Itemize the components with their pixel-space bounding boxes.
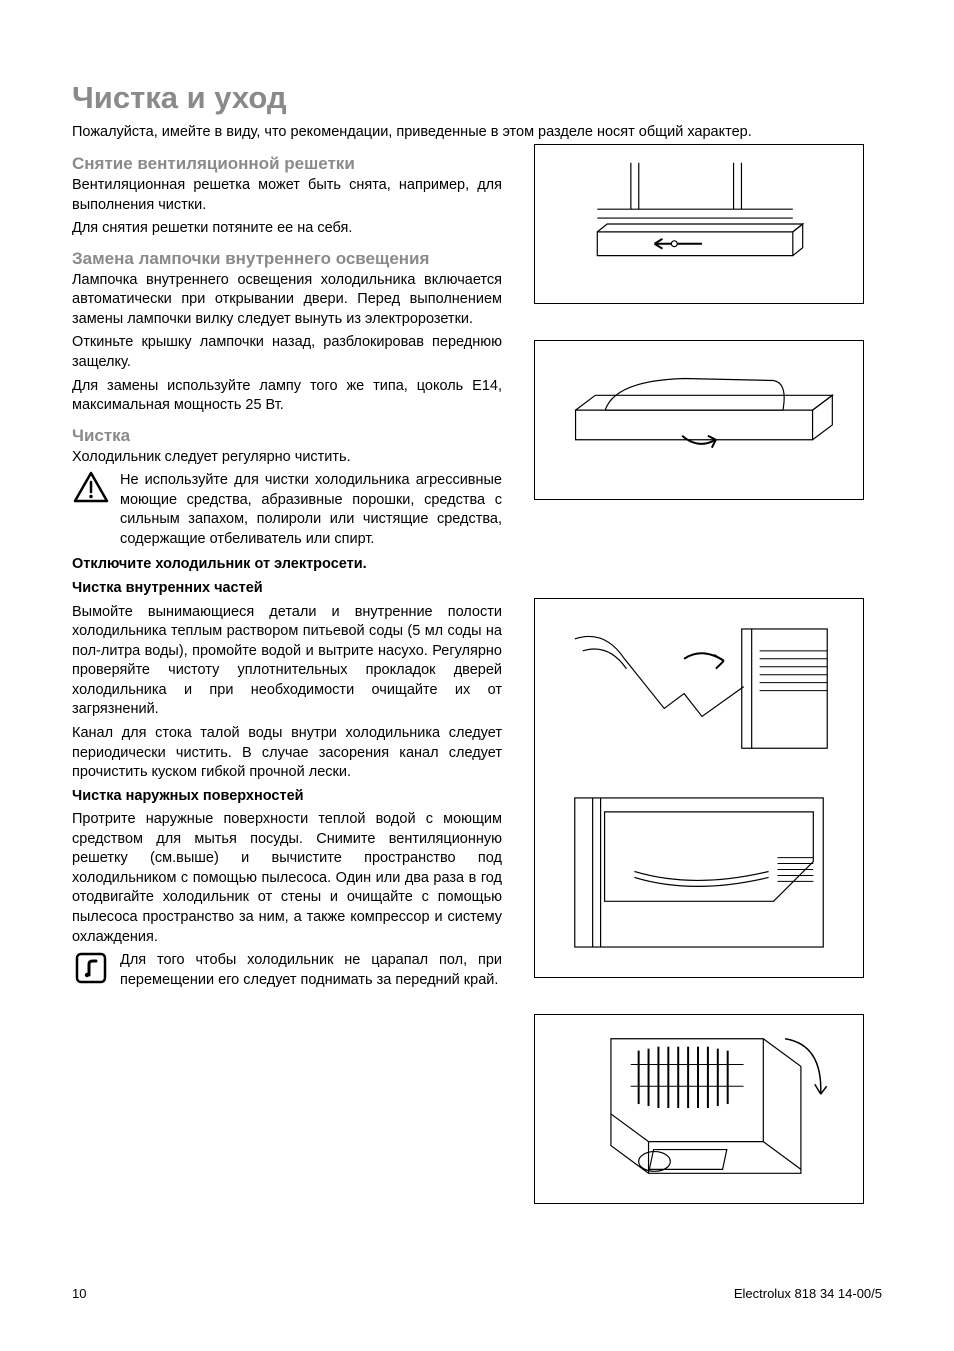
warning-icon [73,471,109,503]
s2-p1: Лампочка внутреннего освещения холодильн… [72,271,502,330]
s3-b1: Отключите холодильник от электросети. [72,555,502,575]
s3-b2: Чистка внутренних частей [72,579,502,599]
figure-compressor [534,1014,864,1204]
figure-vent-grille [534,144,864,304]
s3-b3: Чистка наружных поверхностей [72,787,502,807]
info-icon [74,951,108,985]
s2-p2: Откиньте крышку лампочки назад, разблоки… [72,333,502,372]
s3-p3: Канал для стока талой воды внутри холоди… [72,724,502,783]
s2-heading: Замена лампочки внутреннего освещения [72,249,502,269]
warning-callout: Не используйте для чистки холодильника а… [72,471,502,549]
warning-text: Не используйте для чистки холодильника а… [120,471,502,549]
info-text: Для того чтобы холодильник не царапал по… [120,951,502,990]
s2-p3: Для замены используйте лампу того же тип… [72,377,502,416]
figure-drain-clean [534,598,864,978]
s3-heading: Чистка [72,426,502,446]
page-number: 10 [72,1286,86,1301]
s1-heading: Снятие вентиляционной решетки [72,154,502,174]
info-callout: Для того чтобы холодильник не царапал по… [72,951,502,990]
s3-p1: Холодильник следует регулярно чистить. [72,448,502,468]
s1-p1: Вентиляционная решетка может быть снята,… [72,176,502,215]
s3-p4: Протрите наружные поверхности теплой вод… [72,810,502,947]
s1-p2: Для снятия решетки потяните ее на себя. [72,219,502,239]
s3-p2: Вымойте вынимающиеся детали и внутренние… [72,603,502,720]
figure-lamp-cover [534,340,864,500]
model-code: Electrolux 818 34 14-00/5 [734,1286,882,1301]
